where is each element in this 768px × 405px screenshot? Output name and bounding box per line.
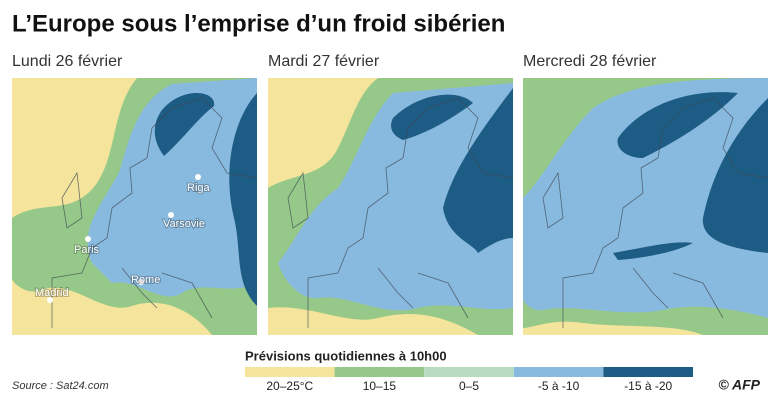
- legend-title: Prévisions quotidiennes à 10h00: [245, 348, 447, 363]
- legend-label: 20–25°C: [266, 379, 313, 393]
- source: Source : Sat24.com: [12, 380, 109, 392]
- city-label: Rome: [131, 274, 160, 286]
- legend-swatch: [334, 367, 425, 377]
- legend-label: 10–15: [363, 379, 397, 393]
- legend-swatch: [603, 367, 693, 377]
- panel-label: Lundi 26 février: [12, 53, 123, 70]
- zone: [523, 78, 768, 318]
- legend-swatch: [424, 367, 514, 377]
- credit: © AFP: [718, 377, 760, 393]
- city-label: Madrid: [35, 287, 69, 299]
- zone: [229, 93, 257, 306]
- zone: [391, 94, 473, 140]
- map-panel: [268, 78, 513, 335]
- zone: [613, 242, 693, 260]
- city-label: Riga: [187, 182, 211, 194]
- map-panel: [523, 78, 768, 335]
- legend-label: -5 à -10: [538, 379, 580, 393]
- legend-swatch: [245, 367, 335, 377]
- zone: [443, 88, 513, 253]
- zone: [87, 78, 257, 297]
- legend-label: 0–5: [459, 379, 479, 393]
- map-panel: Riga Varsovie Paris Rome Madrid: [12, 78, 257, 335]
- panel-label: Mercredi 28 février: [523, 53, 657, 70]
- panel-label: Mardi 27 février: [268, 53, 380, 70]
- legend: 20–25°C 10–15 0–5 -5 à -10 -15 à -20: [245, 367, 693, 393]
- zone: [702, 98, 768, 253]
- legend-label: -15 à -20: [624, 379, 672, 393]
- city-label: Varsovie: [163, 218, 205, 230]
- zone: [154, 93, 215, 156]
- title: L’Europe sous l’emprise d’un froid sibér…: [12, 10, 505, 37]
- zone: [617, 92, 738, 158]
- zone: [278, 83, 513, 311]
- city-label: Paris: [74, 244, 100, 256]
- legend-swatch: [513, 367, 604, 377]
